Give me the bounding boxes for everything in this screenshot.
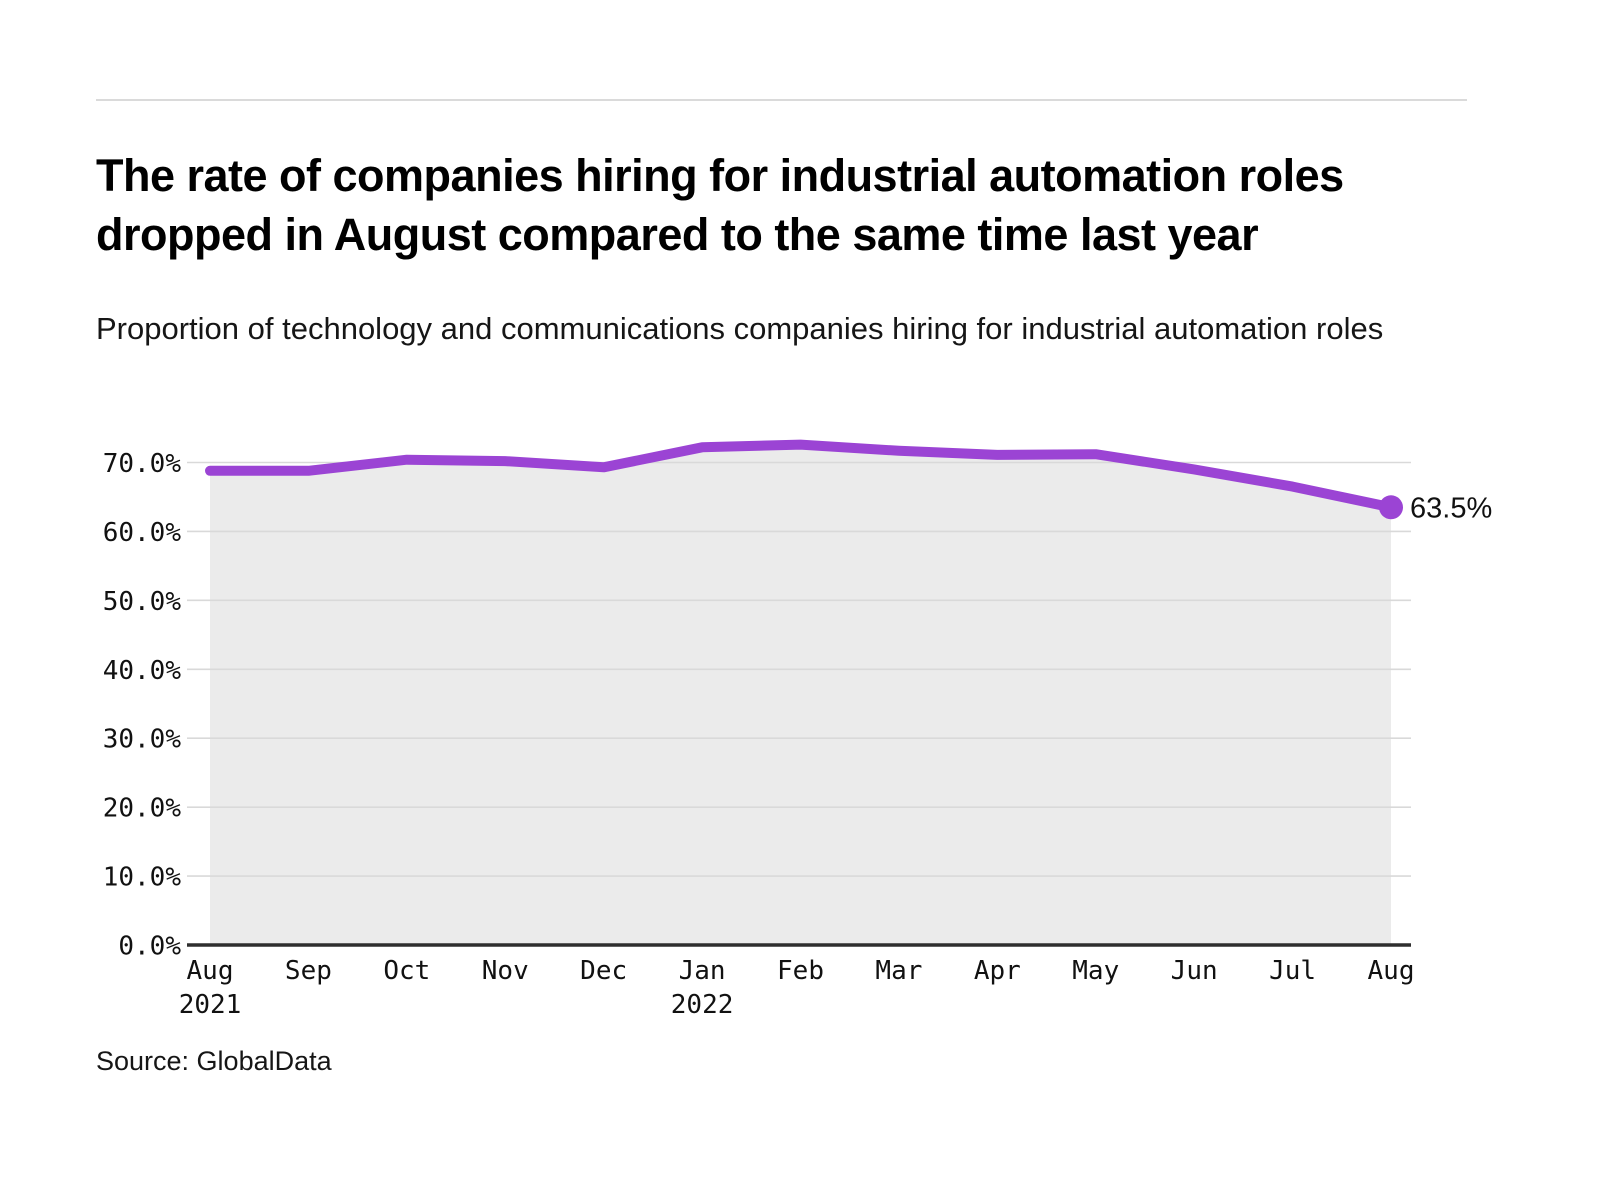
x-tick-label: Jun — [1171, 956, 1218, 986]
end-point-dot — [1379, 495, 1403, 520]
x-tick-label: Feb — [777, 956, 824, 986]
y-tick-label: 50.0% — [103, 587, 182, 617]
x-tick-label: Aug — [187, 956, 234, 986]
y-tick-label: 30.0% — [103, 725, 182, 755]
line-chart: 0.0% 10.0% 20.0% 30.0% 40.0% 50.0% 60.0% 70.0% A… — [0, 425, 1600, 1025]
x-tick-label: Oct — [383, 956, 430, 986]
source-attribution: Source: GlobalData — [96, 1046, 332, 1076]
y-tick-label: 40.0% — [103, 656, 182, 686]
y-tick-label: 20.0% — [103, 794, 182, 824]
x-tick-label: Nov — [482, 956, 529, 986]
series-area — [210, 444, 1391, 945]
x-tick-label: Jan — [679, 956, 726, 986]
top-divider — [96, 99, 1467, 101]
chart-canvas: 0.0% 10.0% 20.0% 30.0% 40.0% 50.0% 60.0% 70.0% A… — [103, 439, 1492, 1020]
y-tick-label: 60.0% — [103, 518, 182, 548]
end-value-label: 63.5% — [1410, 492, 1492, 524]
x-tick-label: May — [1072, 956, 1119, 986]
x-tick-label: Aug — [1368, 956, 1415, 986]
x-tick-label: Jul — [1269, 956, 1316, 986]
y-tick-label: 0.0% — [118, 932, 181, 962]
page-title: The rate of companies hiring for industr… — [96, 150, 1344, 261]
x-tick-label: Sep — [285, 956, 332, 986]
x-tick-year-label: 2022 — [671, 990, 734, 1020]
x-tick-label: Dec — [580, 956, 627, 986]
x-tick-label: Mar — [875, 956, 922, 986]
chart-subtitle: Proportion of technology and communicati… — [96, 311, 1384, 346]
x-tick-year-label: 2021 — [179, 990, 242, 1020]
x-tick-label: Apr — [974, 956, 1021, 986]
y-tick-label: 70.0% — [103, 449, 182, 479]
series-line — [205, 439, 1396, 513]
y-tick-label: 10.0% — [103, 863, 182, 893]
